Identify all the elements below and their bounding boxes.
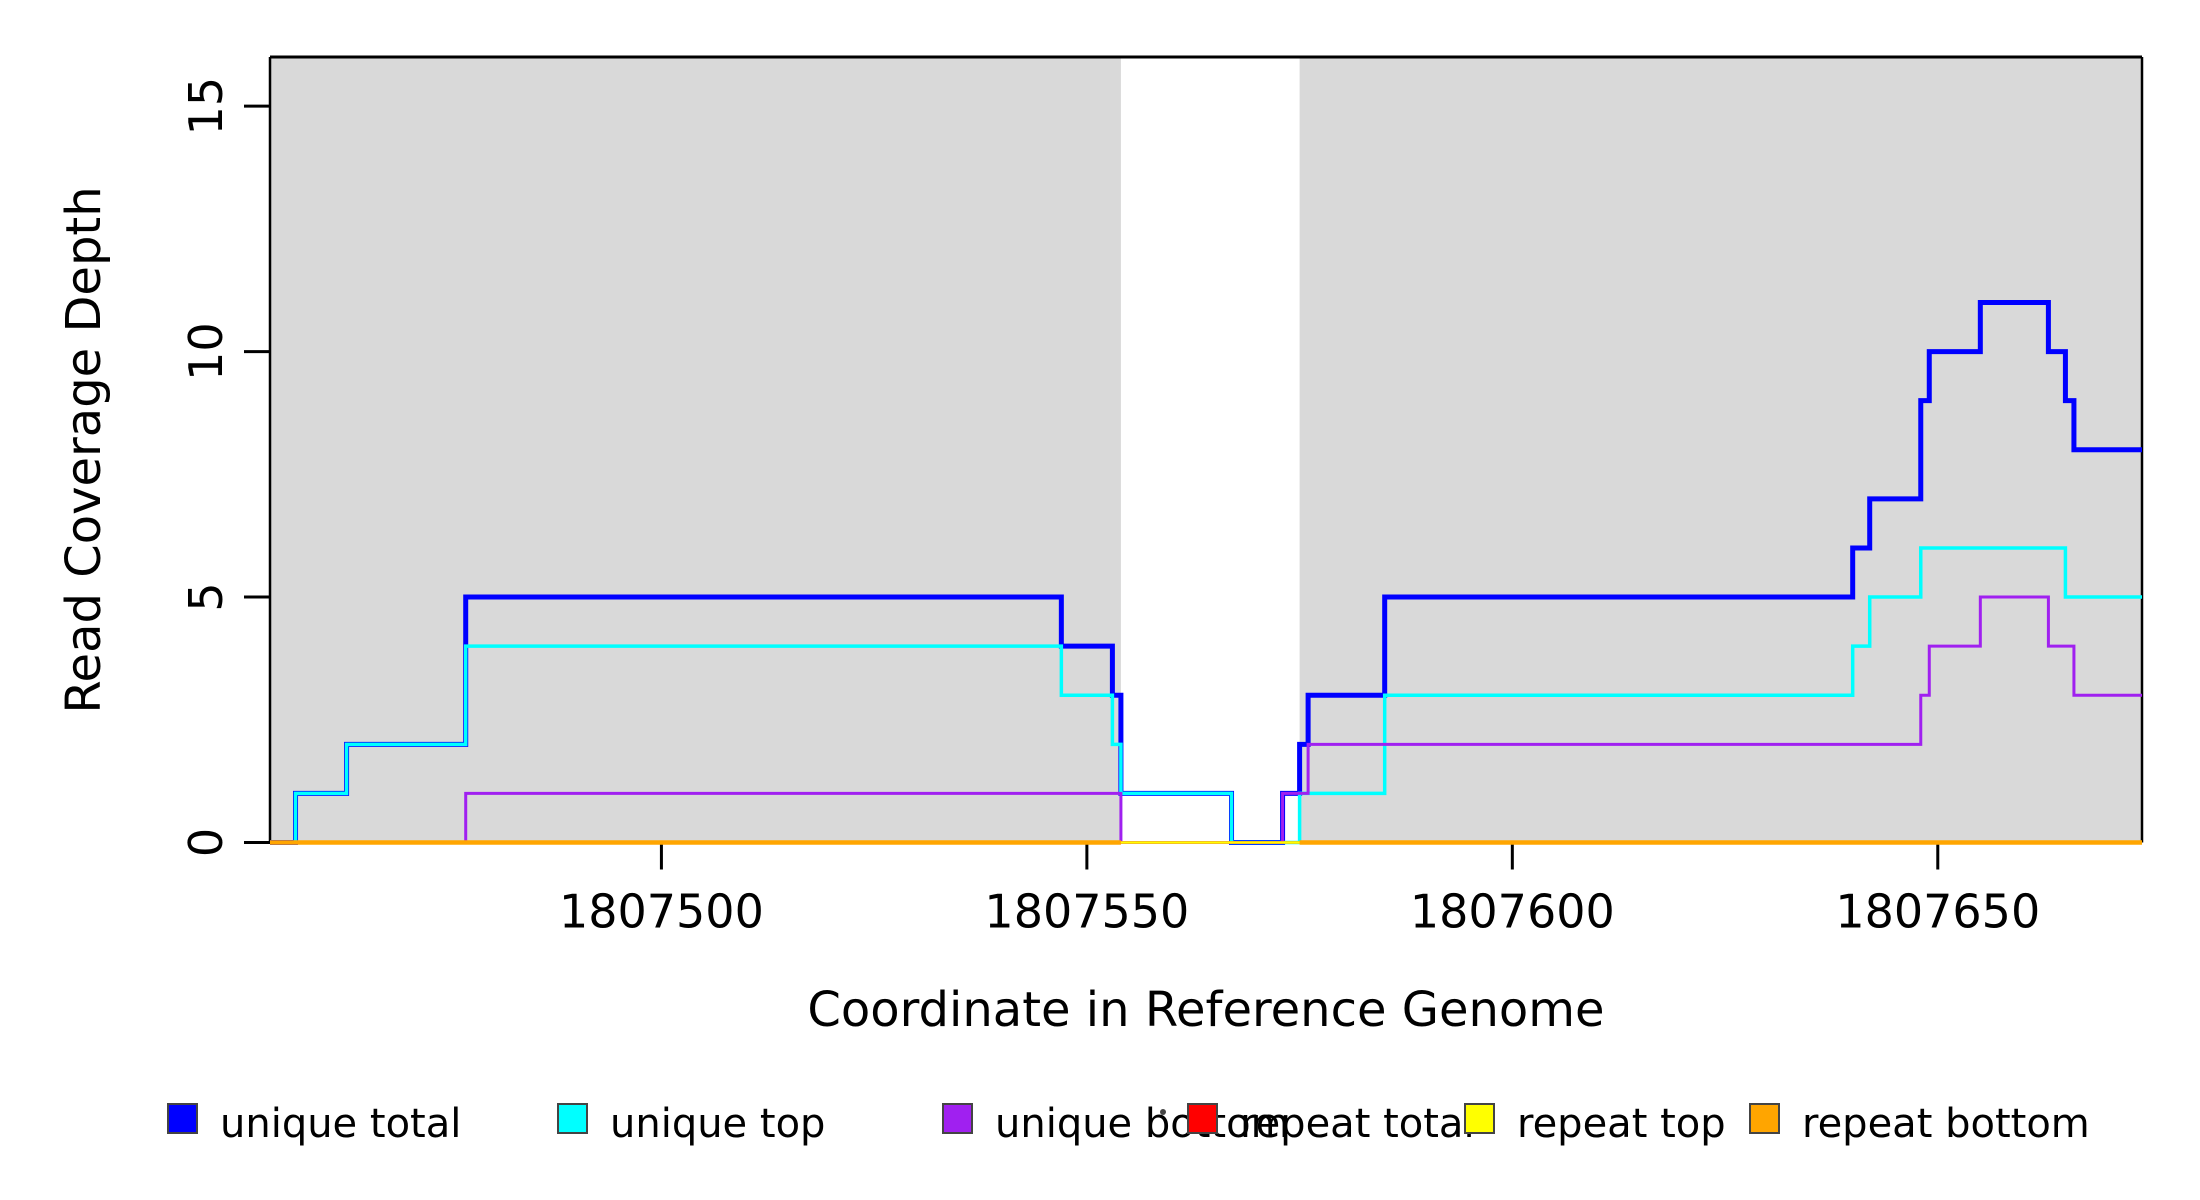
- legend-swatch-unique-bottom: [942, 1103, 973, 1134]
- legend-label: unique top: [610, 1101, 825, 1147]
- legend-swatch-repeat-bottom: [1749, 1103, 1780, 1134]
- legend-label: unique total: [220, 1101, 461, 1147]
- x-axis-tick-label: 1807500: [559, 885, 764, 939]
- series-unique-top-line: [270, 546, 2142, 845]
- y-axis-tick-label: 0: [179, 828, 233, 857]
- legend-swatch-unique-total: [167, 1103, 198, 1134]
- x-axis-tick-label: 1807550: [984, 885, 1189, 939]
- axes-layer: 1807500 1807550 1807600 1807650 0 5 10 15: [179, 77, 2142, 939]
- series-layer: [270, 299, 2142, 845]
- legend-item-unique-bottom: unique bottom: [942, 1101, 1290, 1147]
- x-axis-tick-label: 1807650: [1835, 885, 2040, 939]
- legend-label: repeat bottom: [1802, 1101, 2090, 1147]
- covered-region-1: [270, 57, 1121, 843]
- covered-region-2: [1299, 57, 2142, 843]
- legend-item-repeat-bottom: repeat bottom: [1749, 1101, 2090, 1147]
- legend-item-repeat-total: repeat total: [1187, 1101, 1475, 1147]
- legend-swatch-repeat-total: [1187, 1103, 1218, 1134]
- x-axis-title: Coordinate in Reference Genome: [807, 982, 1604, 1038]
- x-axis-tick-label: 1807600: [1410, 885, 1615, 939]
- legend-swatch-repeat-top: [1464, 1103, 1495, 1134]
- legend-item-repeat-top: repeat top: [1464, 1101, 1726, 1147]
- series-unique-bottom-line: [270, 595, 2142, 844]
- series-unique-total-line: [270, 299, 2142, 845]
- stray-dot-artifact: [1160, 1109, 1166, 1115]
- y-axis-tick-label: 10: [179, 322, 233, 381]
- legend-label: repeat total: [1240, 1101, 1475, 1147]
- y-axis-title: Read Coverage Depth: [56, 186, 112, 713]
- shaded-regions-layer: [270, 57, 2142, 843]
- y-axis-tick-label: 5: [179, 582, 233, 611]
- legend: unique total unique top unique bottomrepea…: [167, 1101, 2090, 1147]
- legend-label: repeat top: [1517, 1101, 1726, 1147]
- y-axis-tick-label: 15: [179, 77, 233, 136]
- legend-item-unique-total: unique total: [167, 1101, 461, 1147]
- legend-swatch-unique-top: [557, 1103, 588, 1134]
- legend-item-unique-top: unique top: [557, 1101, 825, 1147]
- legend-label: unique bottom: [995, 1101, 1290, 1147]
